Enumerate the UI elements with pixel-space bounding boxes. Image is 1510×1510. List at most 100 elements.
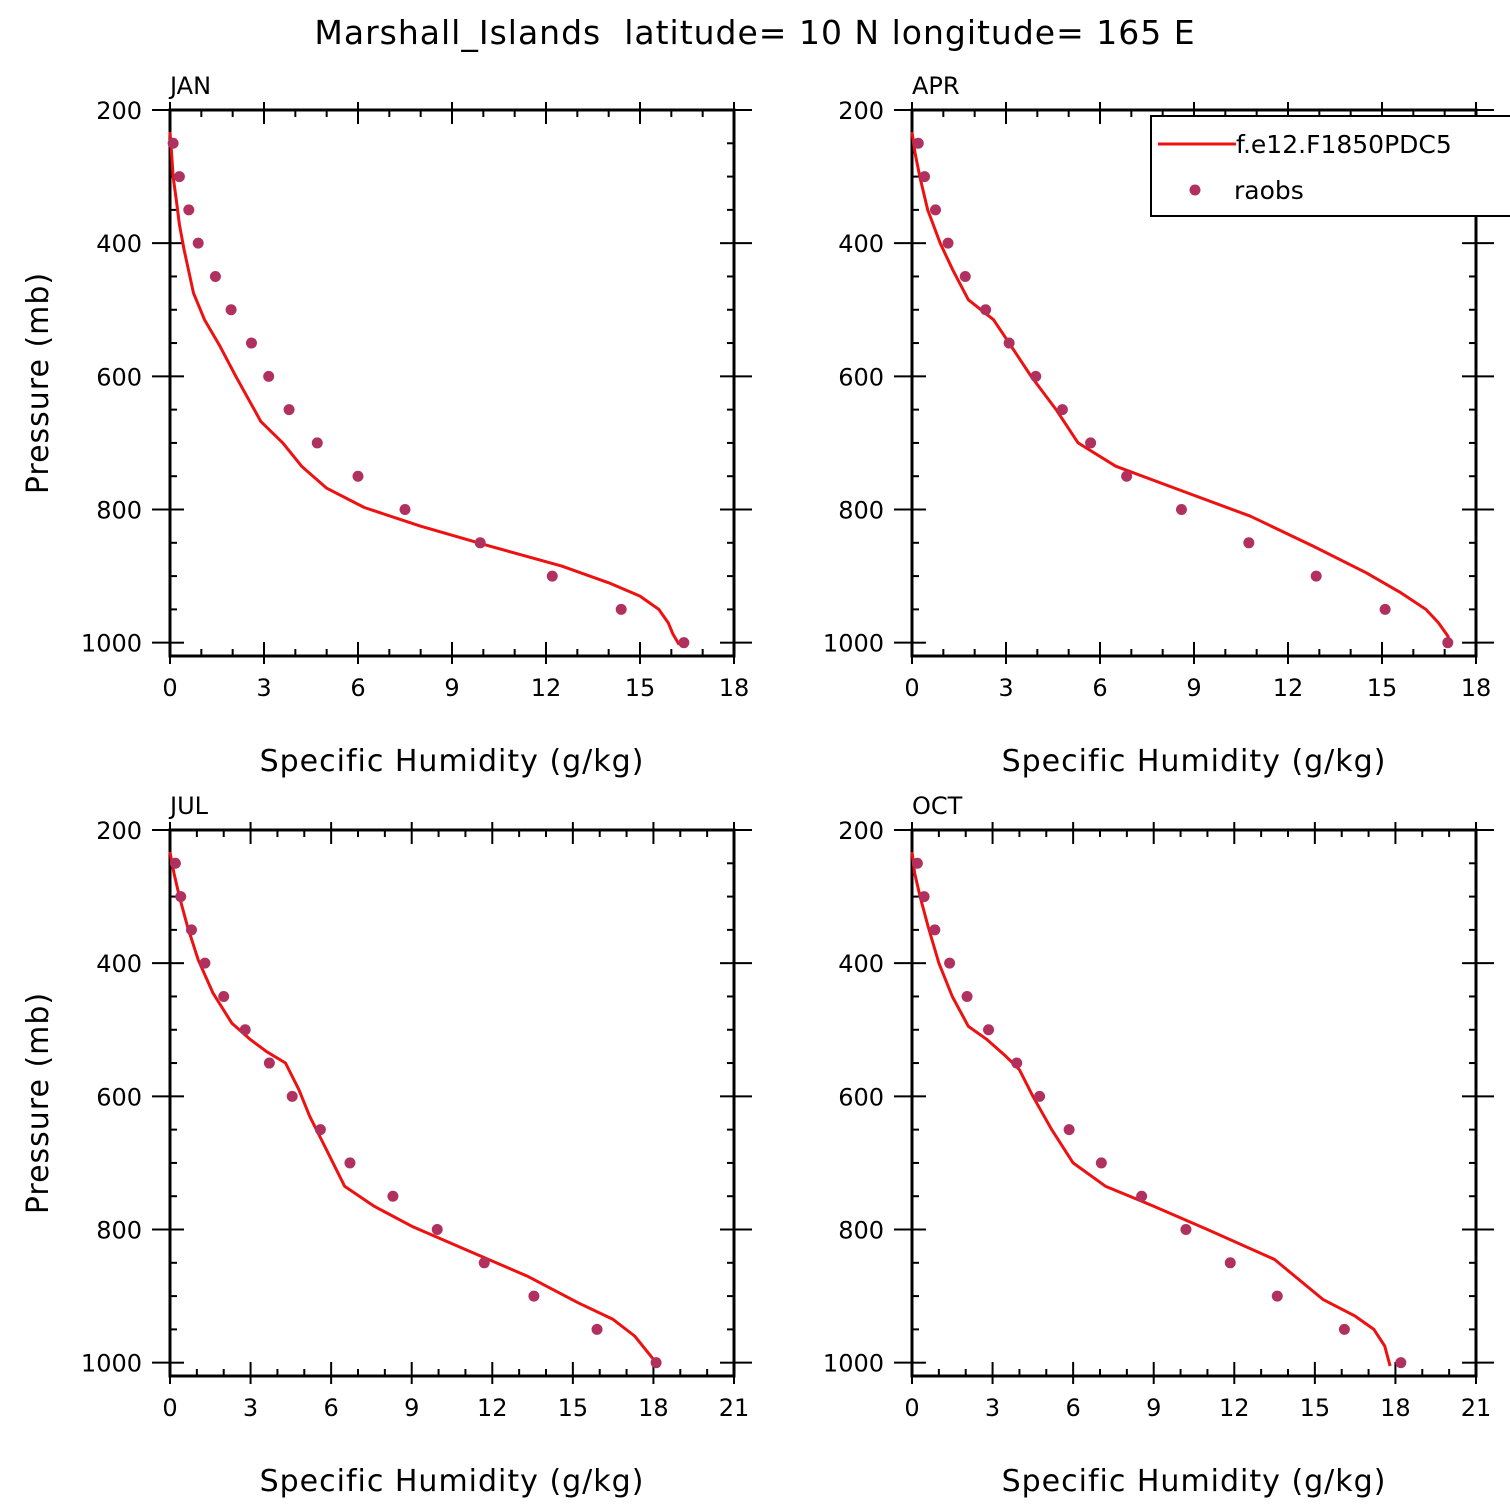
x-axis-title: Specific Humidity (g/kg) xyxy=(1002,744,1387,779)
y-tick-label: 200 xyxy=(96,817,142,845)
panel-label: JAN xyxy=(168,72,211,100)
x-tick-label: 0 xyxy=(162,1394,177,1422)
raobs-point xyxy=(929,924,941,936)
y-tick-label: 400 xyxy=(838,950,884,978)
raobs-point xyxy=(344,1157,356,1169)
raobs-point xyxy=(245,337,257,349)
x-tick-label: 6 xyxy=(1066,1394,1081,1422)
x-axis-title: Specific Humidity (g/kg) xyxy=(260,1464,645,1499)
y-tick-label: 200 xyxy=(838,97,884,125)
raobs-point xyxy=(286,1090,298,1102)
y-tick-label: 200 xyxy=(96,97,142,125)
page-title: Marshall_Islands latitude= 10 N longitud… xyxy=(314,13,1195,52)
x-tick-label: 15 xyxy=(625,674,656,702)
x-tick-label: 6 xyxy=(350,674,365,702)
x-tick-label: 15 xyxy=(1300,1394,1331,1422)
raobs-point xyxy=(1310,570,1322,582)
raobs-point xyxy=(1034,1090,1046,1102)
legend: f.e12.F1850PDC5 raobs xyxy=(1150,115,1510,217)
raobs-point xyxy=(185,924,197,936)
raobs-point xyxy=(1136,1190,1148,1202)
y-tick-label: 600 xyxy=(838,363,884,391)
y-tick-label: 1000 xyxy=(81,1350,142,1378)
raobs-point xyxy=(650,1357,662,1369)
x-tick-label: 0 xyxy=(904,1394,919,1422)
x-tick-label: 18 xyxy=(719,674,750,702)
y-tick-label: 800 xyxy=(838,1217,884,1245)
y-tick-label: 200 xyxy=(838,817,884,845)
x-tick-label: 12 xyxy=(1273,674,1304,702)
panel-oct: OCT 0 3 6 9 12 15 18 21 200 400 600 800 1000 Specific … xyxy=(823,792,1494,1499)
raobs-point xyxy=(283,404,295,416)
x-tick-label: 6 xyxy=(324,1394,339,1422)
panel-label: JUL xyxy=(168,792,209,820)
y-tick-label: 800 xyxy=(96,497,142,525)
x-tick-label: 0 xyxy=(904,674,919,702)
raobs-point xyxy=(961,990,973,1002)
raobs-point xyxy=(1379,603,1391,615)
model-line xyxy=(910,851,1392,1367)
x-tick-label: 12 xyxy=(477,1394,508,1422)
y-tick-label: 1000 xyxy=(823,630,884,658)
raobs-point xyxy=(431,1224,443,1236)
raobs-point xyxy=(478,1257,490,1269)
y-axis-title: Pressure (mb) xyxy=(21,272,56,494)
raobs-point xyxy=(314,1124,326,1136)
raobs-point xyxy=(959,270,971,282)
raobs-point xyxy=(1011,1057,1023,1069)
raobs-point xyxy=(474,537,486,549)
panel-jul: JUL 0 3 6 9 12 15 18 21 200 400 600 800 1000 Specific … xyxy=(21,792,752,1499)
raobs-point xyxy=(1121,470,1133,482)
plot-frame xyxy=(910,828,1478,1378)
raobs-point xyxy=(225,304,237,316)
panel-label: OCT xyxy=(912,792,963,820)
x-tick-label: 15 xyxy=(1367,674,1398,702)
raobs-point xyxy=(1003,337,1015,349)
x-tick-label: 15 xyxy=(558,1394,589,1422)
raobs-point xyxy=(387,1190,399,1202)
y-tick-label: 1000 xyxy=(823,1350,884,1378)
x-tick-label: 9 xyxy=(404,1394,419,1422)
raobs-point xyxy=(311,437,323,449)
x-tick-label: 21 xyxy=(719,1394,750,1422)
x-tick-label: 6 xyxy=(1092,674,1107,702)
legend-obs-label: raobs xyxy=(1234,176,1304,205)
x-tick-label: 9 xyxy=(1186,674,1201,702)
raobs-point xyxy=(942,237,954,249)
raobs-point xyxy=(1395,1357,1407,1369)
raobs-point xyxy=(239,1024,251,1036)
raobs-point xyxy=(1271,1290,1283,1302)
raobs-point xyxy=(1224,1257,1236,1269)
y-tick-label: 400 xyxy=(96,950,142,978)
raobs-point xyxy=(218,990,230,1002)
raobs-point xyxy=(1338,1323,1350,1335)
raobs-point xyxy=(175,891,187,903)
x-tick-label: 12 xyxy=(1219,1394,1250,1422)
raobs-point xyxy=(173,171,185,183)
raobs-point xyxy=(911,857,923,869)
x-tick-label: 9 xyxy=(444,674,459,702)
model-line xyxy=(168,131,681,646)
raobs-point xyxy=(1030,370,1042,382)
raobs-point xyxy=(167,137,179,149)
raobs-point xyxy=(352,470,364,482)
raobs-point xyxy=(918,891,930,903)
raobs-point xyxy=(1085,437,1097,449)
raobs-point xyxy=(546,570,558,582)
raobs-point xyxy=(930,204,941,216)
x-axis-title: Specific Humidity (g/kg) xyxy=(1002,1464,1387,1499)
x-tick-label: 12 xyxy=(531,674,562,702)
y-tick-label: 400 xyxy=(96,230,142,258)
raobs-point xyxy=(192,237,204,249)
x-axis-title: Specific Humidity (g/kg) xyxy=(260,744,645,779)
model-line xyxy=(168,851,658,1364)
y-tick-label: 1000 xyxy=(81,630,142,658)
x-tick-label: 18 xyxy=(638,1394,669,1422)
raobs-point xyxy=(912,137,924,149)
panel-label: APR xyxy=(912,72,960,100)
y-tick-label: 400 xyxy=(838,230,884,258)
raobs-point xyxy=(1243,537,1255,549)
panel-jan: JAN 0 3 6 9 12 15 18 200 400 600 800 1000 Specific Hu… xyxy=(21,72,752,779)
x-tick-label: 3 xyxy=(256,674,271,702)
